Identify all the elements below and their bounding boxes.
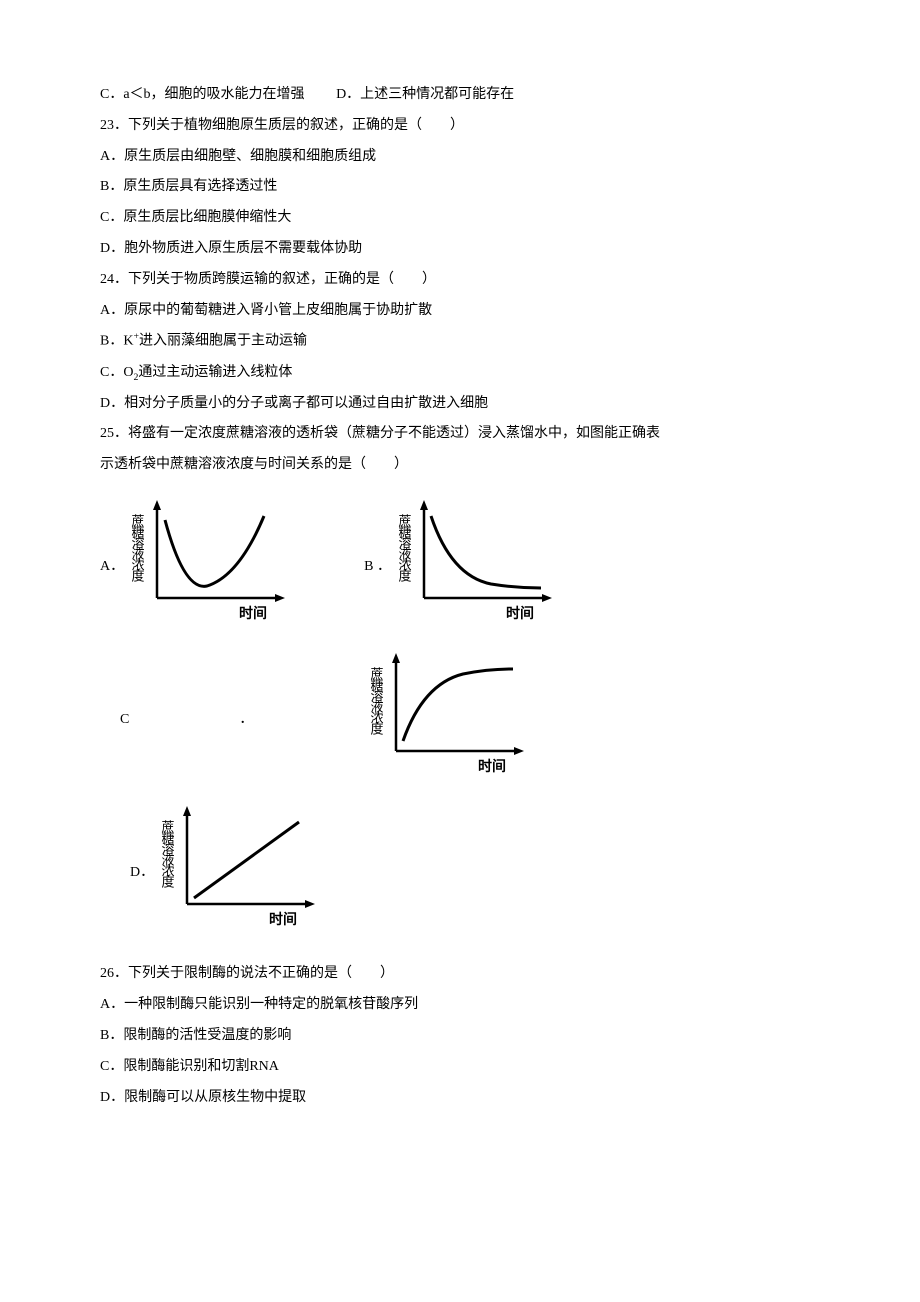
- svg-text:时间: 时间: [239, 605, 267, 622]
- q23-opt-b: B．原生质层具有选择透过性: [100, 172, 820, 203]
- q26-opt-b: B．限制酶的活性受温度的影响: [100, 1021, 820, 1052]
- q25-chart-c: 蔗糖溶液浓度 时间: [368, 649, 538, 792]
- q24-opt-a: A．原尿中的葡萄糖进入肾小管上皮细胞属于协助扩散: [100, 296, 820, 327]
- q23-opt-d: D．胞外物质进入原生质层不需要载体协助: [100, 234, 820, 265]
- q26-stem: 26．下列关于限制酶的说法不正确的是（ ）: [100, 959, 820, 990]
- svg-text:蔗糖溶液浓度: 蔗糖溶液浓度: [160, 820, 175, 888]
- q24-optc-post: 通过主动运输进入线粒体: [138, 365, 292, 380]
- q22-opt-cd: C．a＜b，细胞的吸水能力在增强 D．上述三种情况都可能存在: [100, 80, 820, 111]
- q24-opt-d: D．相对分子质量小的分子或离子都可以通过自由扩散进入细胞: [100, 389, 820, 420]
- q25-chart-a: 蔗糖溶液浓度 时间: [129, 496, 299, 639]
- svg-text:蔗糖溶液浓度: 蔗糖溶液浓度: [396, 514, 411, 582]
- q23-opt-a: A．原生质层由细胞壁、细胞膜和细胞质组成: [100, 142, 820, 173]
- svg-text:蔗糖溶液浓度: 蔗糖溶液浓度: [369, 667, 384, 735]
- q25-option-row-ab: A． 蔗糖溶液浓度 时间 B ． 蔗糖溶液浓度 时间: [100, 496, 820, 639]
- svg-text:时间: 时间: [506, 605, 534, 622]
- svg-text:时间: 时间: [269, 911, 297, 928]
- q22-opt-c: C．a＜b，细胞的吸水能力在增强: [100, 87, 305, 102]
- q26-opt-d: D．限制酶可以从原核生物中提取: [100, 1083, 820, 1114]
- q25-label-a: A．: [100, 552, 124, 583]
- svg-text:时间: 时间: [478, 758, 506, 775]
- q25-chart-b: 蔗糖溶液浓度 时间: [396, 496, 566, 639]
- q25-label-c-dot: ．: [239, 705, 253, 736]
- q24-optb-post: 进入丽藻细胞属于主动运输: [139, 334, 307, 349]
- q25-option-row-c: C ． 蔗糖溶液浓度 时间: [100, 649, 820, 792]
- q25-label-b: B ．: [364, 552, 391, 583]
- q24-stem: 24．下列关于物质跨膜运输的叙述，正确的是（ ）: [100, 265, 820, 296]
- q25-chart-d: 蔗糖溶液浓度 时间: [159, 802, 329, 945]
- q25-option-row-d: D． 蔗糖溶液浓度 时间: [100, 802, 820, 945]
- q25-stem-line2: 示透析袋中蔗糖溶液浓度与时间关系的是（ ）: [100, 450, 820, 481]
- q26-opt-a: A．一种限制酶只能识别一种特定的脱氧核苷酸序列: [100, 990, 820, 1021]
- q24-optc-pre: C．O: [100, 365, 133, 380]
- svg-text:蔗糖溶液浓度: 蔗糖溶液浓度: [130, 514, 145, 582]
- q22-opt-d: D．上述三种情况都可能存在: [336, 87, 514, 102]
- q25-label-d: D．: [130, 858, 154, 889]
- q24-opt-c: C．O2通过主动运输进入线粒体: [100, 358, 820, 389]
- q23-opt-c: C．原生质层比细胞膜伸缩性大: [100, 203, 820, 234]
- q24-opt-b: B．K+进入丽藻细胞属于主动运输: [100, 326, 820, 357]
- q23-stem: 23．下列关于植物细胞原生质层的叙述，正确的是（ ）: [100, 111, 820, 142]
- q26-opt-c: C．限制酶能识别和切割RNA: [100, 1052, 820, 1083]
- q25-label-c: C: [120, 705, 129, 736]
- q24-optb-pre: B．K: [100, 334, 133, 349]
- q25-stem-line1: 25．将盛有一定浓度蔗糖溶液的透析袋（蔗糖分子不能透过）浸入蒸馏水中，如图能正确…: [100, 419, 820, 450]
